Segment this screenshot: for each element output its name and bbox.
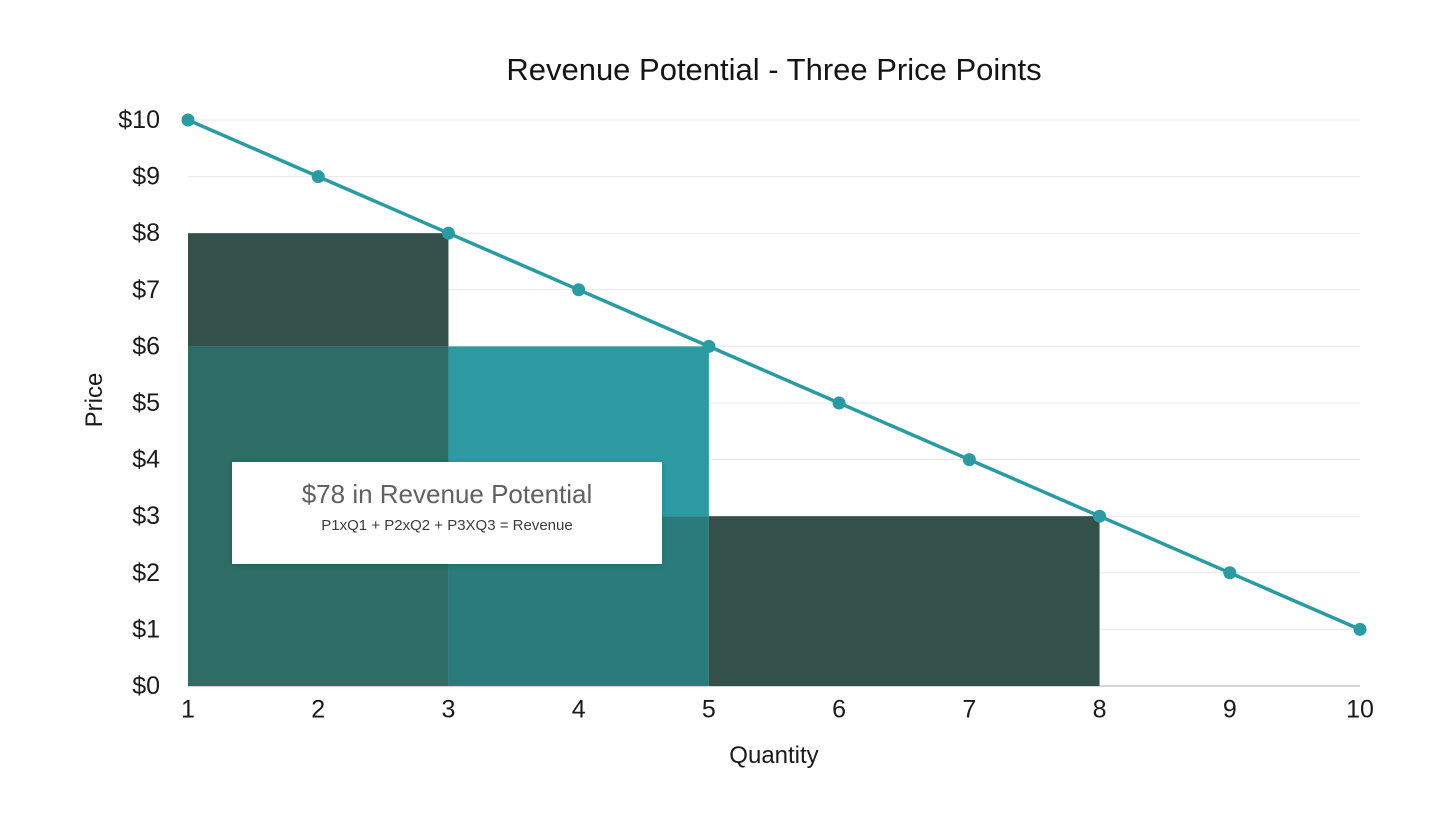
x-axis-title: Quantity bbox=[729, 742, 819, 769]
demand-point-marker bbox=[441, 226, 455, 240]
demand-point-marker bbox=[311, 170, 325, 184]
y-tick-label: $8 bbox=[132, 219, 160, 247]
x-tick-label: 5 bbox=[702, 696, 716, 724]
y-tick-label: $5 bbox=[132, 389, 160, 417]
y-tick-label: $6 bbox=[132, 332, 160, 360]
demand-point-marker bbox=[832, 396, 846, 410]
chart-title: Revenue Potential - Three Price Points bbox=[506, 52, 1042, 87]
y-tick-label: $0 bbox=[132, 672, 160, 700]
revenue-annotation-formula: P1xQ1 + P2xQ2 + P3XQ3 = Revenue bbox=[321, 517, 573, 534]
x-tick-label: 10 bbox=[1346, 696, 1374, 724]
demand-point-marker bbox=[1223, 566, 1237, 580]
revenue-rect-region bbox=[188, 233, 449, 347]
x-tick-label: 1 bbox=[181, 696, 195, 724]
y-tick-label: $4 bbox=[132, 446, 160, 474]
revenue-annotation-title: $78 in Revenue Potential bbox=[301, 479, 593, 509]
y-tick-label: $3 bbox=[132, 502, 160, 530]
x-tick-label: 6 bbox=[832, 696, 846, 724]
demand-point-marker bbox=[702, 339, 716, 353]
demand-point-marker bbox=[962, 453, 976, 467]
x-tick-label: 2 bbox=[311, 696, 325, 724]
y-tick-label: $9 bbox=[132, 163, 160, 191]
y-tick-label: $1 bbox=[132, 615, 160, 643]
x-tick-label: 8 bbox=[1093, 696, 1107, 724]
y-axis-title: Price bbox=[81, 372, 108, 428]
demand-point-marker bbox=[181, 113, 195, 127]
demand-point-marker bbox=[1093, 509, 1107, 523]
y-tick-label: $7 bbox=[132, 276, 160, 304]
x-tick-label: 3 bbox=[441, 696, 455, 724]
demand-point-marker bbox=[1353, 622, 1367, 636]
x-tick-label: 9 bbox=[1223, 696, 1237, 724]
revenue-annotation-box: $78 in Revenue Potential P1xQ1 + P2xQ2 +… bbox=[232, 462, 662, 564]
x-tick-label: 7 bbox=[962, 696, 976, 724]
y-tick-label: $2 bbox=[132, 559, 160, 587]
x-tick-label: 4 bbox=[572, 696, 586, 724]
revenue-rect-region bbox=[708, 516, 1100, 686]
demand-line bbox=[187, 118, 1361, 632]
y-tick-label: $10 bbox=[118, 106, 160, 134]
demand-point-marker bbox=[572, 283, 586, 297]
